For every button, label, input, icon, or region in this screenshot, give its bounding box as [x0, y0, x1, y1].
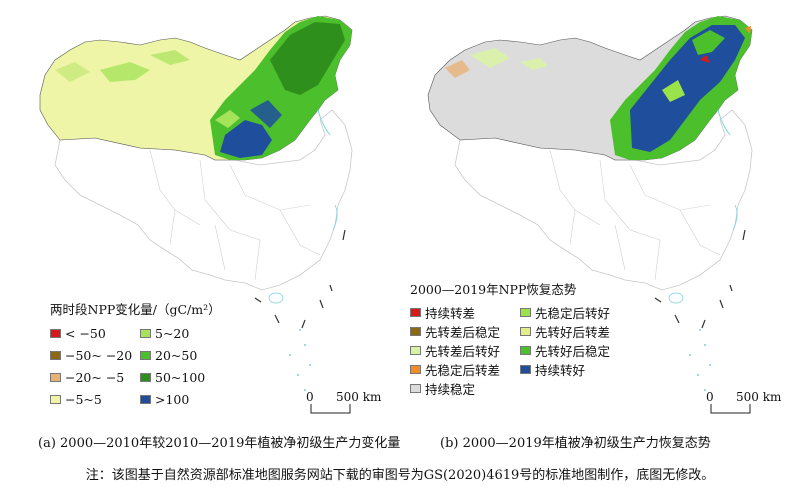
footnote: 注：该图基于自然资源部标准地图服务网站下载的审图号为GS(2020)4619号的… [85, 468, 715, 483]
legend-swatch [50, 394, 61, 404]
scale-line [310, 404, 351, 414]
map-a-graphic [39, 15, 353, 391]
scale-zero: 0 [706, 390, 714, 404]
legend-b-item: 先稳定后转差 [410, 361, 520, 378]
caption-b: (b) 2000—2019年植被净初级生产力恢复态势 [440, 436, 711, 451]
legend-swatch [410, 307, 421, 317]
legend-b-item: 先转好后稳定 [520, 342, 640, 359]
legend-b-item: 持续转差 [410, 304, 520, 321]
legend-swatch [410, 364, 421, 374]
legend-swatch [410, 383, 421, 393]
legend-swatch [50, 350, 61, 360]
legend-swatch [50, 372, 61, 382]
legend-a-item: −5~5 [50, 391, 140, 407]
legend-a-item: −50~ −20 [50, 347, 140, 363]
scale-zero: 0 [306, 390, 314, 404]
legend-a-item: −20~ −5 [50, 369, 140, 385]
china-outline [454, 109, 753, 291]
scale-label: 500 km [336, 390, 382, 404]
legend-b-item: 先稳定后转好 [520, 304, 640, 321]
legend-swatch [50, 328, 61, 338]
legend-swatch [520, 364, 531, 374]
legend-a-item: >100 [140, 391, 230, 407]
legend-a-item: 5~20 [140, 325, 230, 341]
legend-b-item: 先转差后转好 [410, 342, 520, 359]
legend-b: 2000—2019年NPP恢复态势 持续转差 先稳定后转好 先转差后稳定 先转好… [410, 279, 670, 397]
legend-a-item: 20~50 [140, 347, 230, 363]
legend-swatch [520, 326, 531, 336]
legend-swatch [410, 345, 421, 355]
scale-line [710, 404, 751, 414]
caption-a: (a) 2000—2010年较2010—2019年植被净初级生产力变化量 [38, 436, 401, 451]
legend-b-item: 先转差后稳定 [410, 323, 520, 340]
legend-a: 两时段NPP变化量/（gC/m²） < −50 5~20 −50~ −20 20… [50, 299, 240, 407]
legend-swatch [520, 307, 531, 317]
legend-b-item: 持续稳定 [410, 380, 520, 397]
legend-a-item: < −50 [50, 325, 140, 341]
scale-bar-a: 0 500 km [306, 390, 396, 420]
map-b-graphic [427, 15, 753, 391]
map-a [0, 0, 400, 420]
legend-b-title: 2000—2019年NPP恢复态势 [410, 282, 577, 297]
legend-a-title: 两时段NPP变化量/（gC/m²） [50, 302, 221, 317]
legend-swatch [140, 328, 151, 338]
legend-swatch [140, 394, 151, 404]
scale-label: 500 km [736, 390, 782, 404]
china-outline [54, 109, 353, 291]
legend-b-item: 先转好后转差 [520, 323, 640, 340]
legend-swatch [140, 350, 151, 360]
legend-swatch [520, 345, 531, 355]
legend-a-item: 50~100 [140, 369, 230, 385]
legend-b-item: 持续转好 [520, 361, 640, 378]
scale-bar-b: 0 500 km [706, 390, 796, 420]
legend-swatch [140, 372, 151, 382]
map-b [400, 0, 800, 420]
legend-swatch [410, 326, 421, 336]
